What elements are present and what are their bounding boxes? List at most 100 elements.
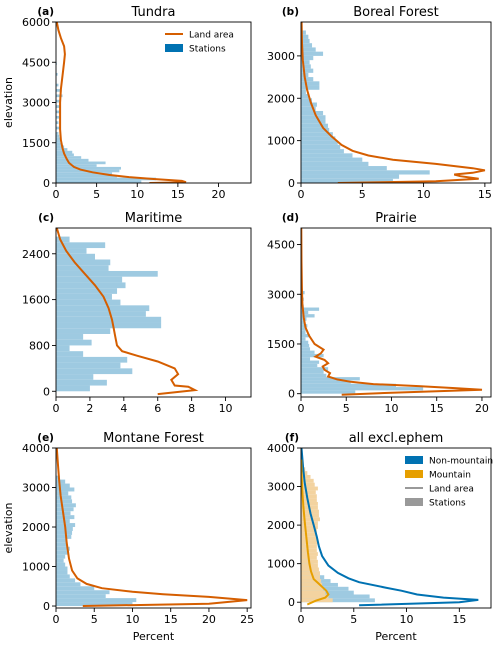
y-tick-label: 1000 [267, 135, 295, 148]
station-bar [301, 370, 324, 374]
station-bar [56, 491, 69, 496]
station-bar [56, 132, 59, 135]
station-bar [301, 34, 309, 39]
y-tick-label: 0 [288, 388, 295, 401]
station-bar [56, 305, 150, 312]
station-bar [301, 170, 430, 175]
station-bar [56, 356, 128, 363]
plot-area [56, 228, 199, 396]
panel-6: 0 5 10 15 0 1000 2000 3000 4000(f) all excl.ephem… [267, 431, 493, 643]
mountain-bar [301, 482, 315, 487]
station-bar [56, 282, 126, 289]
x-tick-label: 5 [350, 613, 357, 626]
station-bar [56, 134, 60, 138]
x-tick-label: 20 [202, 613, 216, 626]
station-bar [301, 47, 316, 52]
station-bar [56, 166, 121, 170]
station-bar [301, 64, 311, 69]
y-tick-label: 0 [43, 177, 50, 190]
station-bar [301, 85, 320, 90]
station-bar [56, 586, 95, 591]
station-bar [56, 316, 162, 323]
legend-label: Land area [429, 485, 474, 495]
station-bar [56, 483, 70, 488]
station-bar [56, 115, 60, 119]
legend-patch-swatch [405, 498, 423, 506]
axes-frame [300, 447, 492, 609]
chart-title: Prairie [375, 211, 417, 226]
station-bar [301, 115, 326, 120]
station-bar [56, 503, 76, 508]
station-bar [301, 598, 375, 603]
station-bar [56, 379, 107, 386]
panel-label: (a) [37, 6, 54, 18]
y-tick-label: 3000 [22, 482, 50, 495]
station-bar [56, 574, 70, 579]
station-bar [301, 307, 320, 311]
x-tick-label: 25 [240, 613, 254, 626]
station-bar [301, 174, 400, 179]
station-bar [301, 380, 351, 384]
series-line-non-mountain [301, 448, 479, 607]
mountain-bar [301, 575, 320, 580]
x-tick-label: 15 [478, 188, 492, 201]
station-bar [56, 515, 75, 520]
station-bar [56, 242, 106, 249]
mountain-bar [301, 521, 318, 526]
x-tick-label: 15 [171, 188, 185, 201]
panel-label: (d) [282, 212, 299, 224]
mountain-bar [301, 594, 329, 599]
x-tick-label: 20 [212, 188, 226, 201]
station-bar [301, 149, 344, 154]
station-bar [301, 324, 308, 328]
x-tick-label: 0 [298, 613, 305, 626]
y-tick-label: 1000 [22, 561, 50, 574]
station-bar [301, 320, 305, 325]
x-tick-label: 10 [417, 188, 431, 201]
station-bar [301, 89, 306, 95]
y-tick-label: 2000 [267, 92, 295, 105]
station-bar [56, 479, 66, 484]
station-bar [301, 334, 311, 338]
mountain-bar [301, 536, 317, 541]
station-bar [301, 350, 315, 354]
plot-area [56, 448, 248, 607]
panel-label: (e) [37, 432, 54, 444]
x-tick-label: 2 [86, 402, 93, 415]
station-bar [301, 136, 336, 141]
station-bar [301, 363, 318, 368]
station-bar [56, 570, 68, 575]
station-bar [56, 253, 95, 260]
legend-label: Non-mountain [429, 457, 493, 467]
station-bar [56, 542, 68, 547]
y-axis-label: elevation [2, 503, 15, 554]
station-bar [56, 566, 68, 571]
station-bar [56, 594, 106, 599]
station-bar [301, 38, 310, 44]
station-bar [301, 68, 314, 73]
y-tick-label: 0 [288, 177, 295, 190]
station-bar [301, 30, 306, 35]
station-bar [56, 180, 142, 183]
station-bar [56, 265, 109, 271]
panel-label: (b) [282, 6, 299, 18]
station-bar [56, 328, 111, 334]
station-bar [301, 373, 327, 378]
chart-title: Boreal Forest [353, 5, 439, 20]
y-axis-label: elevation [2, 77, 15, 128]
station-bar [301, 340, 309, 344]
series-line-land-area [56, 22, 187, 183]
station-bar [301, 330, 306, 335]
y-tick-label: 4500 [22, 56, 50, 69]
station-bar [56, 89, 62, 92]
panel-4: 0 5 10 15 20 0 1500 3000 4500 (d) Prairie [267, 211, 492, 415]
legend: Land area Stations [165, 31, 234, 55]
station-bar [56, 293, 112, 300]
station-bar [301, 55, 314, 61]
station-bar [301, 337, 306, 341]
station-bar [56, 126, 61, 130]
station-bar [56, 137, 61, 141]
station-bar [301, 347, 311, 351]
legend-patch-swatch [405, 470, 423, 478]
station-bar [56, 507, 74, 512]
